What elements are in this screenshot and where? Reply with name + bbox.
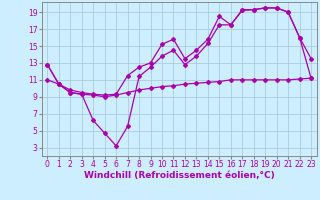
X-axis label: Windchill (Refroidissement éolien,°C): Windchill (Refroidissement éolien,°C) — [84, 171, 275, 180]
